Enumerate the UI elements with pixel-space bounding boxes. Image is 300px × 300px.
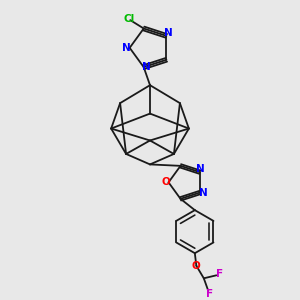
Text: O: O (192, 261, 201, 271)
Text: F: F (206, 289, 213, 299)
Text: N: N (199, 188, 207, 197)
Text: N: N (122, 43, 131, 53)
Text: F: F (216, 269, 223, 279)
Text: Cl: Cl (123, 14, 134, 24)
Text: N: N (196, 164, 204, 174)
Text: O: O (161, 177, 170, 187)
Text: N: N (142, 62, 151, 72)
Text: N: N (164, 28, 172, 38)
